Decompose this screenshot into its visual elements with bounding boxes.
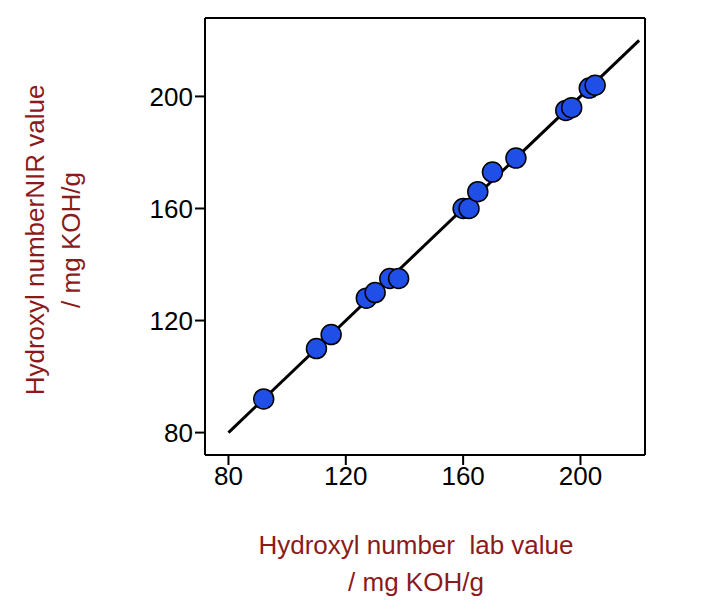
- svg-text:Hydroxyl number lab value: Hydroxyl number lab value: [258, 530, 573, 560]
- svg-text:/ mg KOH/g: / mg KOH/g: [56, 172, 86, 308]
- svg-text:120: 120: [150, 306, 193, 336]
- svg-text:Hydroxyl numberNIR value: Hydroxyl numberNIR value: [20, 85, 50, 396]
- svg-text:/ mg KOH/g: / mg KOH/g: [348, 567, 484, 597]
- svg-text:80: 80: [214, 461, 243, 491]
- svg-text:80: 80: [164, 418, 193, 448]
- svg-text:200: 200: [559, 461, 602, 491]
- svg-text:160: 160: [150, 194, 193, 224]
- svg-text:120: 120: [324, 461, 367, 491]
- svg-text:200: 200: [150, 82, 193, 112]
- svg-text:160: 160: [441, 461, 484, 491]
